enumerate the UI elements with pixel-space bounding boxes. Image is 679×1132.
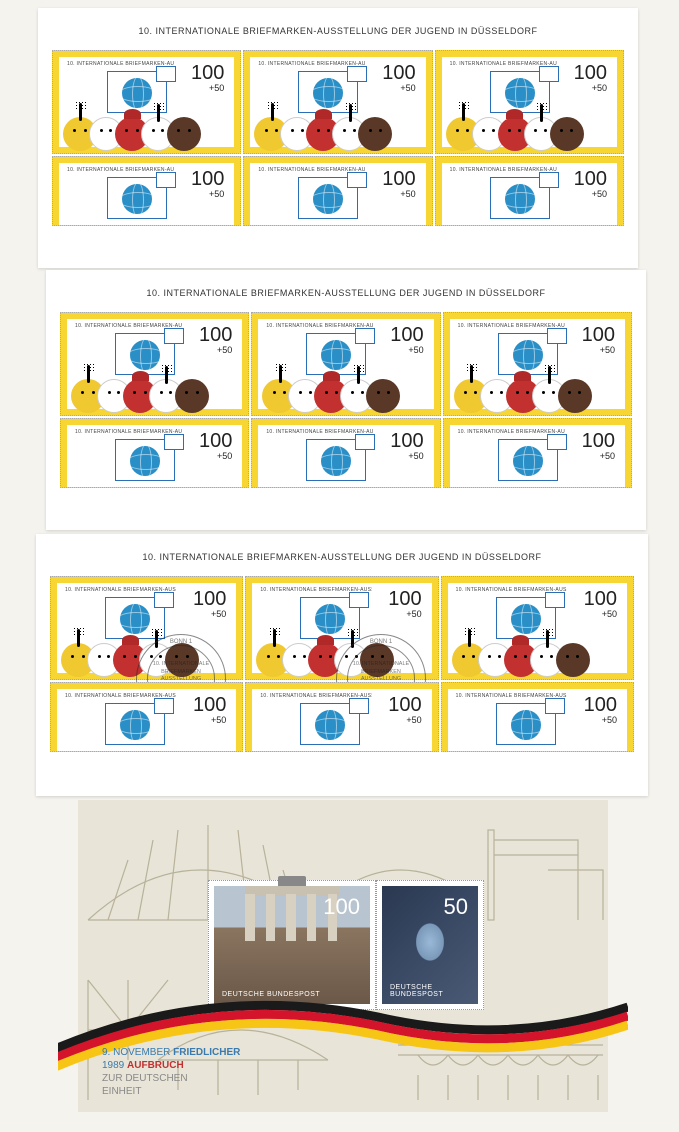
stamp: 10. INTERNATIONALE BRIEFMARKEN-AUSSTELLU… xyxy=(60,418,249,488)
stamp-grid-partial: 10. INTERNATIONALE BRIEFMARKEN-AUSSTELLU… xyxy=(38,156,638,226)
stamp-grid: 10. INTERNATIONALE BRIEFMARKEN-AUSSTELLU… xyxy=(46,312,646,416)
stamp-sheet-3: 10. INTERNATIONALE BRIEFMARKEN-AUSSTELLU… xyxy=(36,534,648,796)
stamp-sheet-2: 10. INTERNATIONALE BRIEFMARKEN-AUSSTELLU… xyxy=(46,270,646,530)
issuer-label: DEUTSCHE BUNDESPOST xyxy=(390,984,478,998)
stamp-grid: 10. INTERNATIONALE BRIEFMARKEN-AUSSTELLU… xyxy=(38,50,638,154)
stamp: 10. INTERNATIONALE BRIEFMARKEN-AUSSTELLU… xyxy=(50,576,243,680)
stamp: 10. INTERNATIONALE BRIEFMARKEN-AUSSTELLU… xyxy=(443,418,632,488)
stamp: 10. INTERNATIONALE BRIEFMARKEN-AUSSTELLU… xyxy=(243,156,432,226)
stamp: 10. INTERNATIONALE BRIEFMARKEN-AUSSTELLU… xyxy=(441,682,634,752)
stamp: 10. INTERNATIONALE BRIEFMARKEN-AUSSTELLU… xyxy=(50,682,243,752)
unity-caption: 9. NOVEMBER FRIEDLICHER 1989 AUFBRUCH ZU… xyxy=(102,1046,240,1098)
unity-souvenir-sheet: 100 DEUTSCHE BUNDESPOST 50 DEUTSCHE BUND… xyxy=(78,800,608,1112)
stamp: 10. INTERNATIONALE BRIEFMARKEN-AUSSTELLU… xyxy=(443,312,632,416)
stamp-grid-partial: 10. INTERNATIONALE BRIEFMARKEN-AUSSTELLU… xyxy=(46,418,646,488)
denom-value: 100 xyxy=(323,894,360,920)
unity-stamp-brandenburg: 100 DEUTSCHE BUNDESPOST xyxy=(208,880,376,1010)
issuer-label: DEUTSCHE BUNDESPOST xyxy=(222,991,320,998)
stamp: 10. INTERNATIONALE BRIEFMARKEN-AUSSTELLU… xyxy=(245,576,438,680)
stamp: 10. INTERNATIONALE BRIEFMARKEN-AUSSTELLU… xyxy=(251,312,440,416)
stamp-grid: 10. INTERNATIONALE BRIEFMARKEN-AUSSTELLU… xyxy=(36,576,648,680)
stamp: 10. INTERNATIONALE BRIEFMARKEN-AUSSTELLU… xyxy=(435,156,624,226)
unity-stamp-pair: 100 DEUTSCHE BUNDESPOST 50 DEUTSCHE BUND… xyxy=(208,880,484,1010)
sheet-title: 10. INTERNATIONALE BRIEFMARKEN-AUSSTELLU… xyxy=(38,8,638,50)
stamp: 10. INTERNATIONALE BRIEFMARKEN-AUSSTELLU… xyxy=(251,418,440,488)
unity-stamp-wall: 50 DEUTSCHE BUNDESPOST xyxy=(376,880,484,1010)
stamp-grid-partial: 10. INTERNATIONALE BRIEFMARKEN-AUSSTELLU… xyxy=(36,682,648,752)
stamp: 10. INTERNATIONALE BRIEFMARKEN-AUSSTELLU… xyxy=(245,682,438,752)
stamp: 10. INTERNATIONALE BRIEFMARKEN-AUSSTELLU… xyxy=(52,156,241,226)
stamp: 10. INTERNATIONALE BRIEFMARKEN-AUSSTELLU… xyxy=(52,50,241,154)
denom-value: 50 xyxy=(444,894,468,920)
sheet-title: 10. INTERNATIONALE BRIEFMARKEN-AUSSTELLU… xyxy=(36,534,648,576)
stamp: 10. INTERNATIONALE BRIEFMARKEN-AUSSTELLU… xyxy=(243,50,432,154)
stamp: 10. INTERNATIONALE BRIEFMARKEN-AUSSTELLU… xyxy=(435,50,624,154)
stamp-sheet-1: 10. INTERNATIONALE BRIEFMARKEN-AUSSTELLU… xyxy=(38,8,638,268)
stamp: 10. INTERNATIONALE BRIEFMARKEN-AUSSTELLU… xyxy=(60,312,249,416)
stamp: 10. INTERNATIONALE BRIEFMARKEN-AUSSTELLU… xyxy=(441,576,634,680)
sheet-title: 10. INTERNATIONALE BRIEFMARKEN-AUSSTELLU… xyxy=(46,270,646,312)
